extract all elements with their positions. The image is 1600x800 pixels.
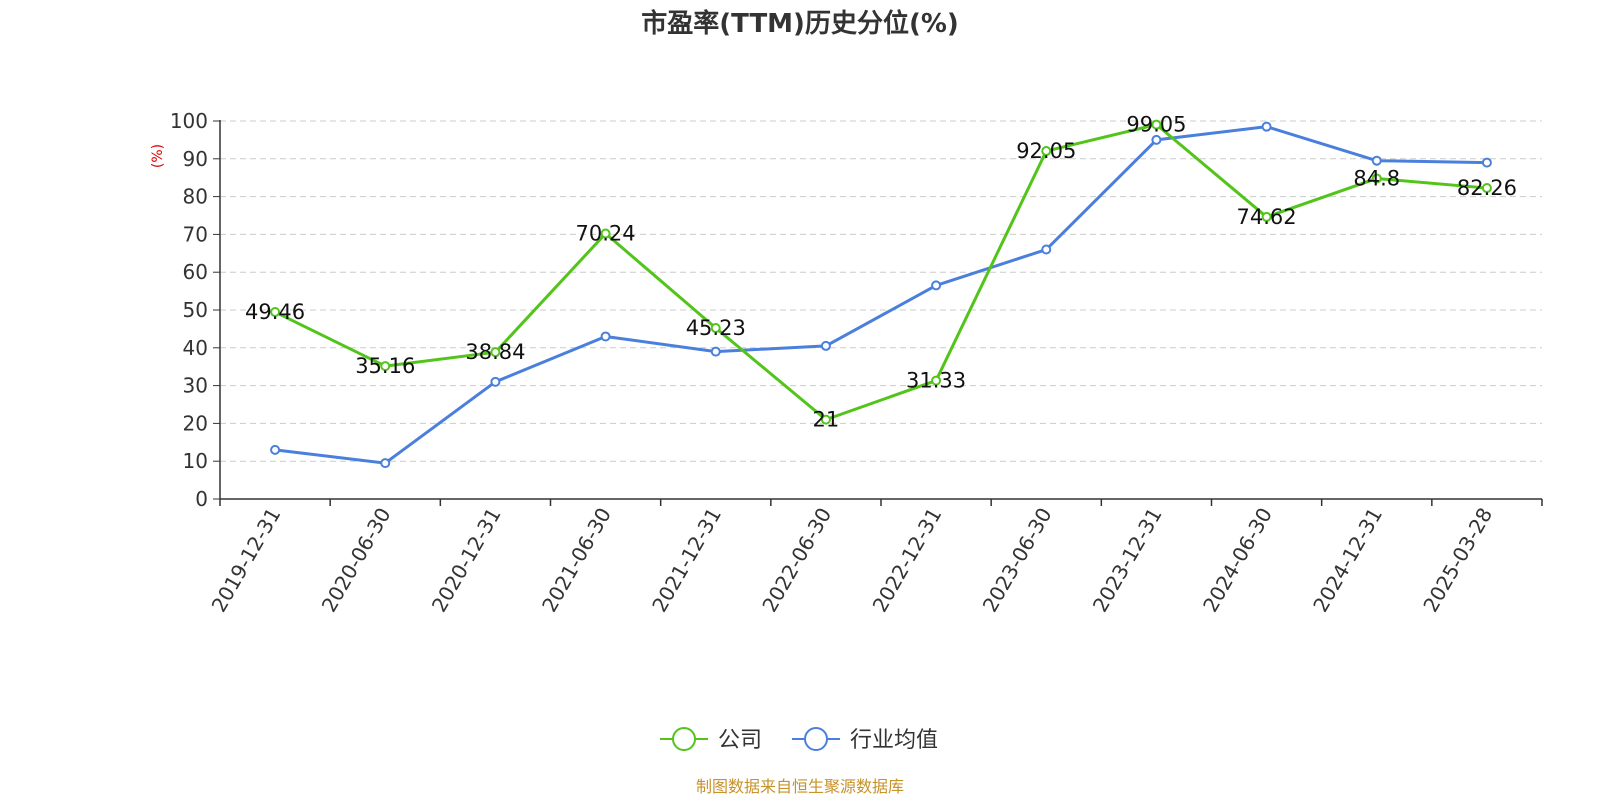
data-labels: 49.46 35.16 38.84 70.24 45.23 21 31.33 92.05 99.… xyxy=(245,113,1517,432)
series-lines xyxy=(270,119,1492,469)
y-tick-label-50: 50 xyxy=(183,298,208,322)
x-tick-label-2020-12-31: 2020-12-31 xyxy=(427,503,506,616)
series-1-point-11 xyxy=(1481,157,1492,168)
series-1-point-9 xyxy=(1261,121,1272,132)
series-1-point-2 xyxy=(490,376,501,387)
series-0-point-10 xyxy=(1371,173,1382,184)
y-tick-label-100: 100 xyxy=(170,109,208,133)
data-label-8: 99.05 xyxy=(1126,113,1186,137)
series-0-point-3 xyxy=(600,228,611,239)
y-tick-label-20: 20 xyxy=(183,411,208,435)
y-tick-label-70: 70 xyxy=(183,222,208,246)
series-1-point-6 xyxy=(931,280,942,291)
x-tick-label-2024-12-31: 2024-12-31 xyxy=(1308,504,1387,617)
y-tick-label-60: 60 xyxy=(183,260,208,284)
x-tick-label-2022-06-30: 2022-06-30 xyxy=(757,504,836,617)
y-tick-label-0: 0 xyxy=(195,487,208,511)
y-axis-label: (%) xyxy=(150,144,166,168)
data-label-6: 31.33 xyxy=(906,369,966,393)
data-label-0: 49.46 xyxy=(245,300,305,324)
x-tick-label-2019-12-31: 2019-12-31 xyxy=(207,504,286,617)
x-tick-label-2021-06-30: 2021-06-30 xyxy=(537,504,616,617)
series-0-point-5 xyxy=(820,414,831,425)
y-tick-label-80: 80 xyxy=(183,185,208,209)
x-tick-label-2025-03-28: 2025-03-28 xyxy=(1418,504,1497,617)
x-tick-label-2023-12-31: 2023-12-31 xyxy=(1088,504,1167,617)
series-1-point-5 xyxy=(820,340,831,351)
series-0-point-4 xyxy=(710,323,721,334)
series-0-point-7 xyxy=(1041,146,1052,157)
series-1-point-4 xyxy=(710,346,721,357)
series-0-point-6 xyxy=(931,375,942,386)
legend-industry-label: 行业均值 xyxy=(850,728,938,753)
data-label-5: 21 xyxy=(813,408,840,432)
series-0-point-2 xyxy=(490,347,501,358)
legend-company-marker xyxy=(672,727,696,751)
data-label-2: 38.84 xyxy=(465,340,525,364)
x-tick-label-2024-06-30: 2024-06-30 xyxy=(1198,504,1277,617)
series-0-point-8 xyxy=(1151,119,1162,130)
legend-item-company[interactable]: 公司 xyxy=(660,727,762,753)
data-label-9: 74.62 xyxy=(1237,205,1297,229)
series-0-point-1 xyxy=(380,361,391,372)
data-label-10: 84.8 xyxy=(1353,166,1400,190)
series-1-point-3 xyxy=(600,331,611,342)
data-label-1: 35.16 xyxy=(355,354,415,378)
data-label-4: 45.23 xyxy=(686,316,746,340)
series-0-point-9 xyxy=(1261,211,1272,222)
legend-industry-marker xyxy=(804,727,828,751)
series-1-point-7 xyxy=(1041,244,1052,255)
y-tick-label-90: 90 xyxy=(183,147,208,171)
y-tick-label-40: 40 xyxy=(183,336,208,360)
data-label-3: 70.24 xyxy=(576,221,636,245)
axes xyxy=(213,120,1543,506)
grid-lines xyxy=(220,120,1542,462)
y-tick-label-30: 30 xyxy=(183,374,208,398)
x-tick-labels: 2019-12-31 2020-06-30 2020-12-31 2021-06-30… xyxy=(207,503,1498,616)
series-line-0 xyxy=(274,123,1488,422)
x-tick-label-2023-06-30: 2023-06-30 xyxy=(978,504,1057,617)
y-tick-labels: 0 10 20 30 40 50 60 70 80 90 100 xyxy=(170,109,208,511)
data-label-7: 92.05 xyxy=(1016,139,1076,163)
legend-item-industry-average[interactable]: 行业均值 xyxy=(792,727,938,753)
series-0-point-0 xyxy=(270,307,281,318)
series-1-point-0 xyxy=(270,444,281,455)
source-note: 制图数据来自恒生聚源数据库 xyxy=(696,777,904,796)
x-tick-label-2021-12-31: 2021-12-31 xyxy=(647,504,726,617)
series-1-point-8 xyxy=(1151,134,1162,145)
x-tick-label-2020-06-30: 2020-06-30 xyxy=(317,504,396,617)
series-0-point-11 xyxy=(1481,183,1492,194)
data-label-11: 82.26 xyxy=(1457,176,1517,200)
series-line-1 xyxy=(274,125,1487,465)
legend[interactable]: 公司 行业均值 xyxy=(660,727,938,753)
legend-company-label: 公司 xyxy=(718,728,762,753)
chart-title: 市盈率(TTM)历史分位(%) xyxy=(641,8,959,39)
y-tick-label-10: 10 xyxy=(183,449,208,473)
x-tick-label-2022-12-31: 2022-12-31 xyxy=(868,503,947,616)
series-1-point-10 xyxy=(1371,155,1382,166)
series-1-point-1 xyxy=(380,458,391,469)
